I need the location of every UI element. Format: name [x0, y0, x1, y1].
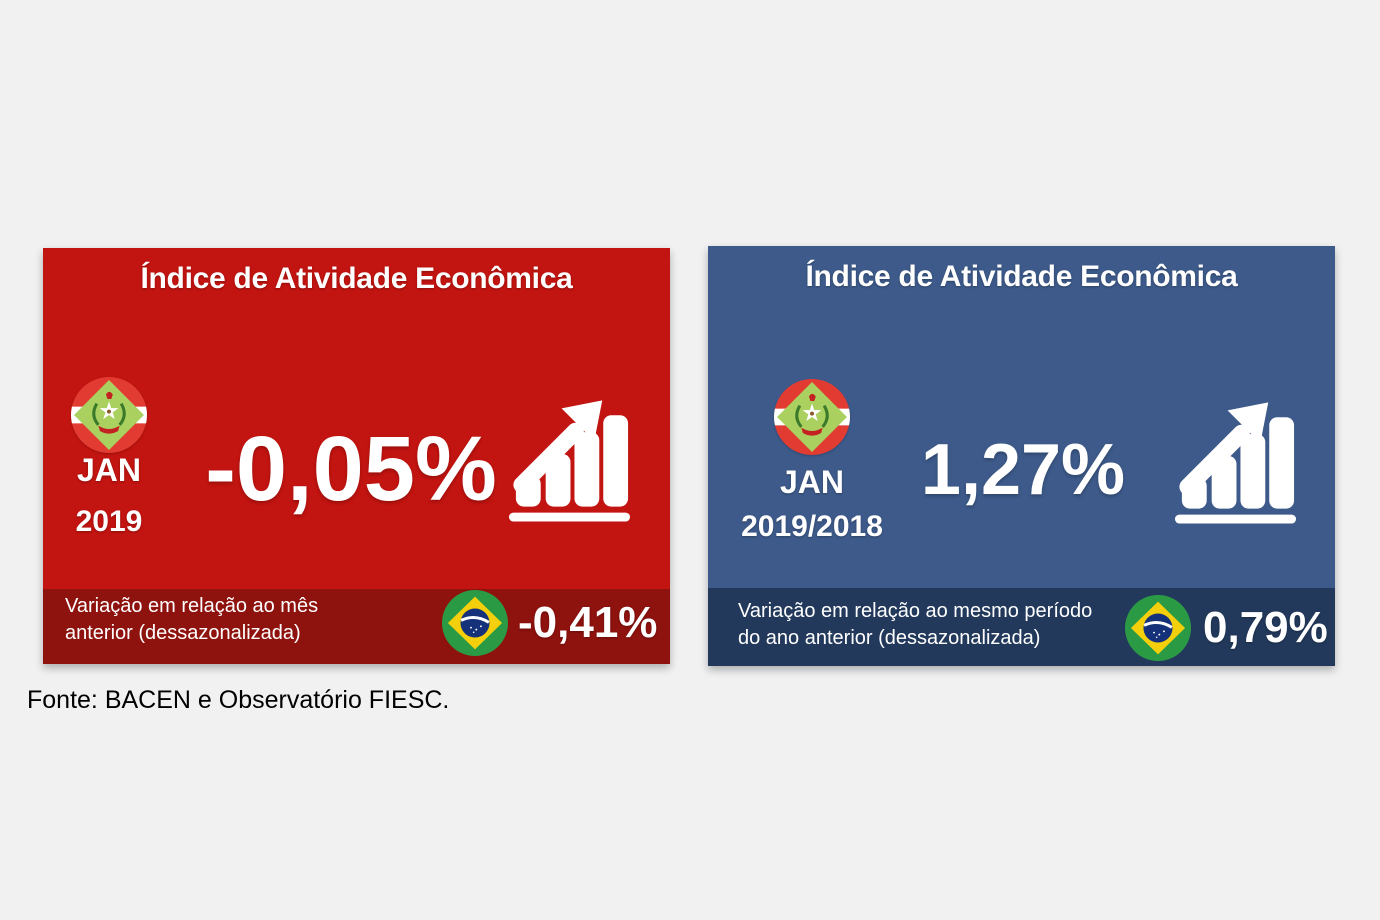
period-label: JAN 2019: [49, 452, 169, 540]
comparison-line2: do ano anterior (dessazonalizada): [738, 627, 1041, 649]
brazil-value: 0,79%: [1203, 603, 1328, 652]
state-value: -0,05%: [205, 418, 497, 520]
brazil-flag-icon: [1125, 595, 1191, 661]
brazil-flag-icon: [442, 590, 508, 656]
comparison-line1: Variação em relação ao mesmo período: [738, 600, 1093, 622]
card-title: Índice de Atividade Econômica: [140, 262, 573, 295]
indicator-card-monthly: Índice de Atividade Econômica JAN: [43, 248, 670, 664]
comparison-line1: Variação em relação ao mês: [65, 595, 319, 617]
card-title: Índice de Atividade Econômica: [805, 260, 1238, 293]
santa-catarina-flag-icon: [774, 379, 850, 455]
bar-chart-up-arrow-icon: [1168, 389, 1302, 527]
comparison-description: Variação em relação ao mês anterior (des…: [65, 593, 318, 647]
santa-catarina-flag-icon: [71, 377, 147, 453]
period-month: JAN: [779, 464, 844, 500]
comparison-strip: Variação em relação ao mês anterior (des…: [43, 589, 670, 664]
source-note: Fonte: BACEN e Observatório FIESC.: [27, 686, 450, 714]
comparison-line2: anterior (dessazonalizada): [65, 622, 301, 644]
period-month: JAN: [76, 452, 141, 488]
state-value: 1,27%: [920, 430, 1126, 510]
comparison-strip: Variação em relação ao mesmo período do …: [708, 588, 1335, 666]
period-label: JAN 2019/2018: [734, 464, 890, 545]
indicator-card-yearly: Índice de Atividade Econômica JAN: [708, 246, 1335, 666]
bar-chart-up-arrow-icon: [502, 387, 636, 525]
period-years: 2019: [75, 505, 143, 538]
brazil-value: -0,41%: [518, 598, 658, 647]
period-years: 2019/2018: [741, 510, 883, 543]
comparison-description: Variação em relação ao mesmo período do …: [738, 598, 1092, 652]
